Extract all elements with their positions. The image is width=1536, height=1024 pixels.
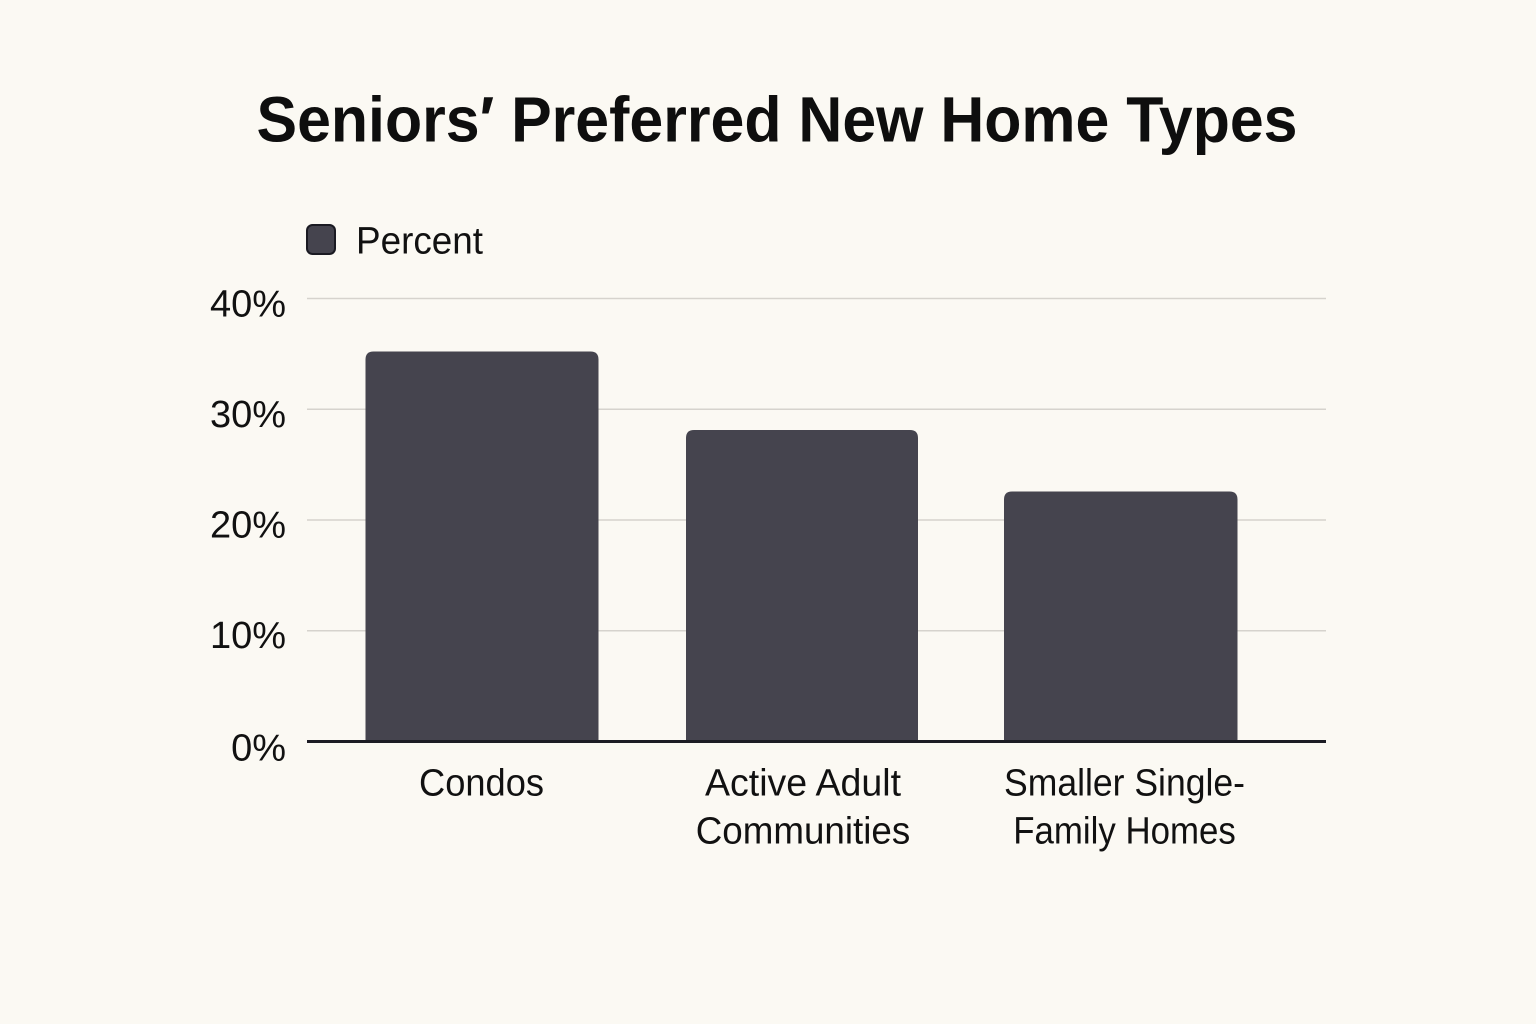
svg-text:Family Homes: Family Homes [1013,811,1236,853]
svg-text:Smaller Single-: Smaller Single- [1004,763,1245,805]
svg-text:40%: 40% [210,284,286,326]
svg-text:Seniors′ Preferred New Home Ty: Seniors′ Preferred New Home Types [257,84,1298,156]
svg-text:20%: 20% [210,505,286,547]
svg-text:Active Adult: Active Adult [705,763,901,805]
svg-text:30%: 30% [210,394,286,436]
svg-text:Percent: Percent [356,221,483,263]
svg-text:0%: 0% [231,728,286,770]
svg-text:Condos: Condos [419,763,544,805]
svg-text:Communities: Communities [696,811,911,853]
svg-text:10%: 10% [210,615,286,657]
